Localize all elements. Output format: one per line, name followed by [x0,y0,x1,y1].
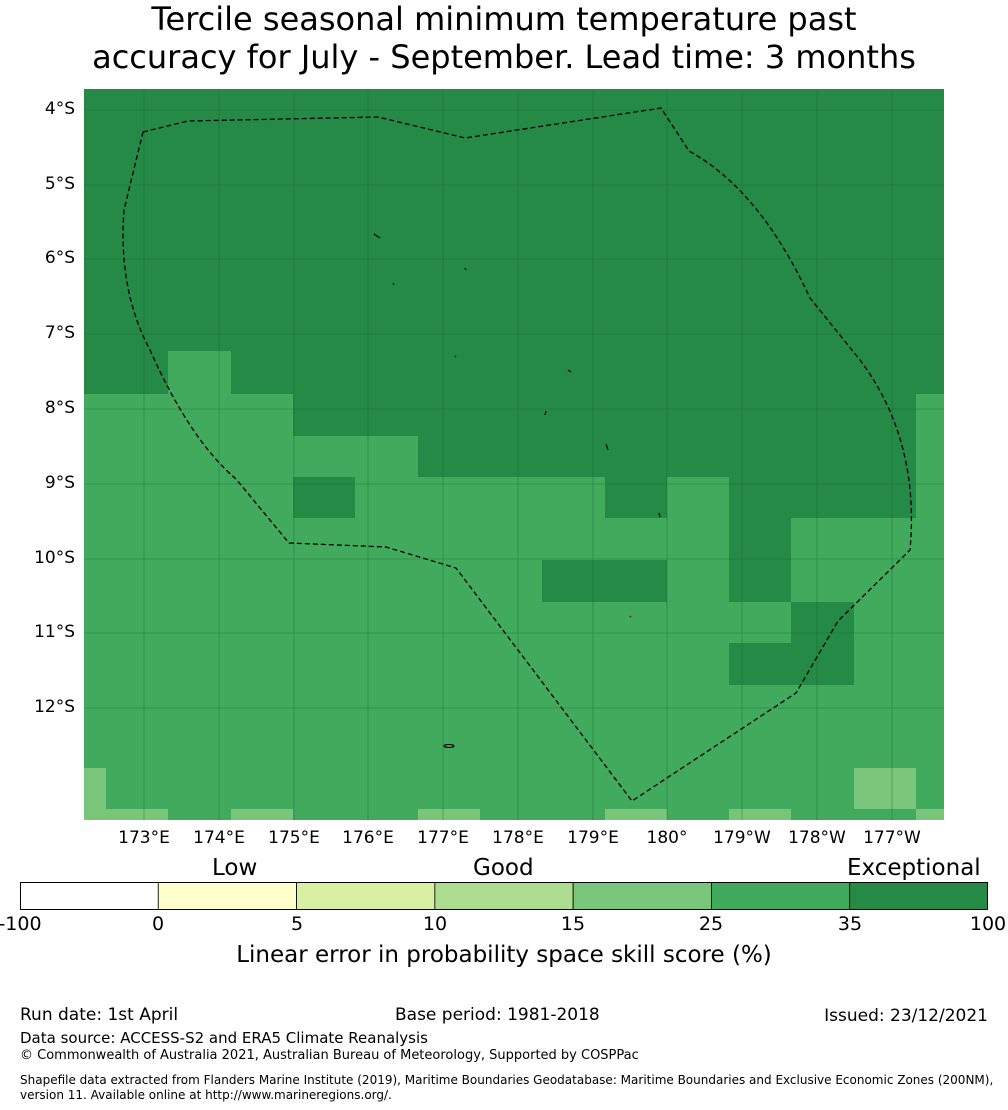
lon-label: 180° [646,828,688,848]
lon-label: 179°W [713,828,771,848]
issued-date: Issued: 23/12/2021 [824,1006,988,1026]
colorbar-tick: 25 [698,913,724,935]
lon-label: 177°W [863,828,921,848]
colorbar-label: Linear error in probability space skill … [236,942,772,968]
title-line-2: accuracy for July - September. Lead time… [92,38,916,76]
skill-cell-medium [231,809,293,820]
colorbar-tick: 10 [422,913,448,935]
skill-cell-exceptional [293,394,916,436]
run-date: Run date: 1st April [20,1005,179,1025]
colorbar-segment [157,882,297,910]
title-line-1: Tercile seasonal minimum temperature pas… [151,0,857,38]
skill-cell-exceptional [605,477,667,518]
graticule [84,89,944,820]
island [454,355,457,358]
island [544,410,547,416]
skill-cell-medium [418,809,480,820]
data-source: Data source: ACCESS-S2 and ERA5 Climate … [20,1029,428,1047]
lon-label: 175°E [268,828,320,848]
lat-label: 11°S [34,622,75,642]
lat-label: 7°S [44,323,75,343]
lon-label: 177°E [417,828,469,848]
category-low: Low [212,855,258,881]
colorbar-segment [849,882,988,910]
colorbar-tick: 100 [969,913,1007,935]
skill-cell-exceptional [729,643,791,685]
skill-cell-medium [729,809,791,820]
skill-cell-medium [106,809,168,820]
lon-label: 176°E [342,828,394,848]
lon-label: 173°E [118,828,170,848]
colorbar-segment [296,882,436,910]
colorbar-tick: 5 [290,913,304,935]
skill-map [84,89,944,820]
colorbar-segment [711,882,851,910]
shapefile-credit-2: version 11. Available online at http://w… [20,1088,392,1102]
skill-cell-medium [854,768,916,809]
lon-label: 179°E [567,828,619,848]
colorbar [20,882,988,910]
category-exceptional: Exceptional [847,855,981,881]
chart-title: Tercile seasonal minimum temperature pas… [0,0,1008,76]
lat-label: 8°S [44,398,75,418]
island [567,369,572,373]
lat-label: 6°S [44,248,75,268]
skill-cell-exceptional [542,560,667,602]
colorbar-tick: 0 [151,913,165,935]
category-good: Good [473,855,534,881]
lon-label: 178°W [788,828,846,848]
lat-label: 12°S [34,697,75,717]
skill-cell-exceptional [791,602,854,685]
skill-cell-exceptional [729,477,916,518]
lat-label: 5°S [44,174,75,194]
eez-boundary [122,107,913,802]
colorbar-segment [572,882,712,910]
colorbar-segment [20,882,159,910]
lat-label: 9°S [44,473,75,493]
colorbar-tick: -100 [0,913,42,935]
colorbar-segment [434,882,574,910]
shapefile-credit-1: Shapefile data extracted from Flanders M… [20,1073,994,1087]
skill-cell-exceptional [729,518,791,602]
lon-label: 178°E [492,828,544,848]
skill-cell-medium [84,768,106,820]
island [658,512,661,518]
island [443,743,455,749]
islands [373,233,661,749]
skill-cell-exceptional [84,351,168,394]
skill-cell-exceptional [231,351,944,394]
island [373,233,381,239]
lat-label: 4°S [44,99,75,119]
skill-cell-medium [916,809,944,820]
skill-cell-medium [605,809,667,820]
base-period: Base period: 1981-2018 [395,1005,600,1025]
island [605,443,609,451]
skill-grid-cells [84,89,944,820]
lat-label: 10°S [34,548,75,568]
island [464,267,467,271]
skill-cell-exceptional [293,477,355,518]
island [629,615,632,618]
island [392,282,395,286]
skill-cell-exceptional [84,89,944,351]
copyright: © Commonwealth of Australia 2021, Austra… [20,1048,639,1063]
colorbar-tick: 15 [560,913,586,935]
lon-label: 174°E [193,828,245,848]
colorbar-tick: 35 [837,913,863,935]
